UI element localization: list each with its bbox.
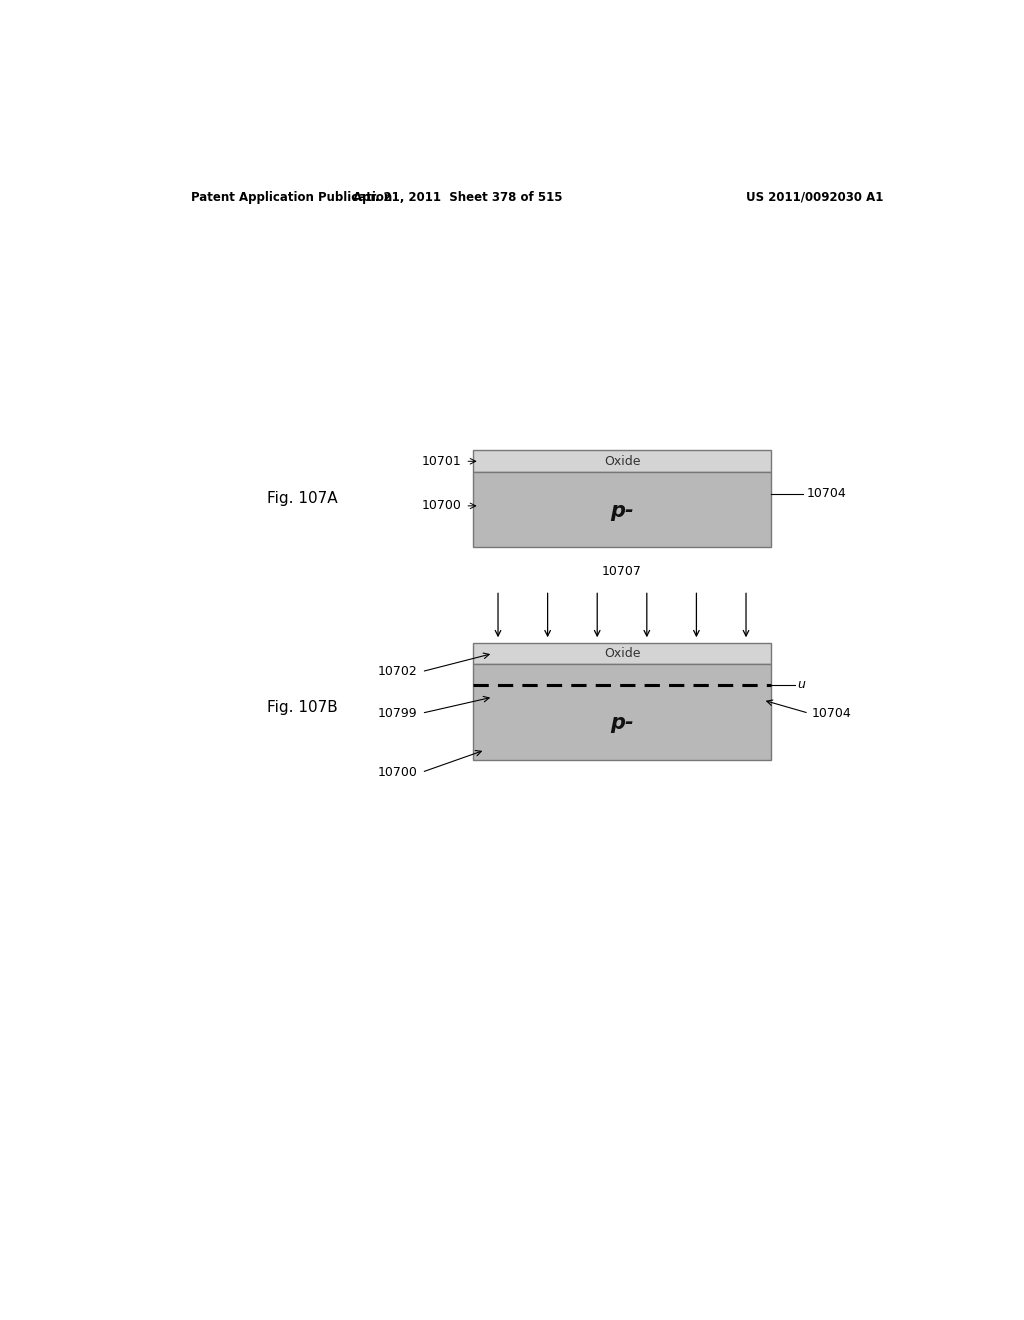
Text: u: u — [797, 678, 805, 692]
Text: p-: p- — [610, 713, 634, 734]
Text: Oxide: Oxide — [604, 455, 640, 467]
Text: 10702: 10702 — [378, 665, 418, 678]
Bar — [473, 473, 771, 546]
Text: p-: p- — [610, 502, 634, 521]
Text: Fig. 107B: Fig. 107B — [267, 700, 338, 715]
Text: 10700: 10700 — [422, 499, 461, 512]
Text: US 2011/0092030 A1: US 2011/0092030 A1 — [745, 190, 883, 203]
Text: 10701: 10701 — [422, 455, 461, 467]
Text: Patent Application Publication: Patent Application Publication — [191, 190, 393, 203]
Bar — [473, 643, 771, 664]
Bar — [473, 450, 771, 473]
Text: 10704: 10704 — [807, 487, 846, 500]
Text: 10799: 10799 — [378, 706, 418, 719]
Text: 10704: 10704 — [812, 706, 852, 719]
Bar — [473, 664, 771, 760]
Text: Oxide: Oxide — [604, 647, 640, 660]
Text: 10707: 10707 — [602, 565, 642, 578]
Text: Fig. 107A: Fig. 107A — [267, 491, 338, 506]
Text: 10700: 10700 — [378, 766, 418, 779]
Text: Apr. 21, 2011  Sheet 378 of 515: Apr. 21, 2011 Sheet 378 of 515 — [352, 190, 562, 203]
